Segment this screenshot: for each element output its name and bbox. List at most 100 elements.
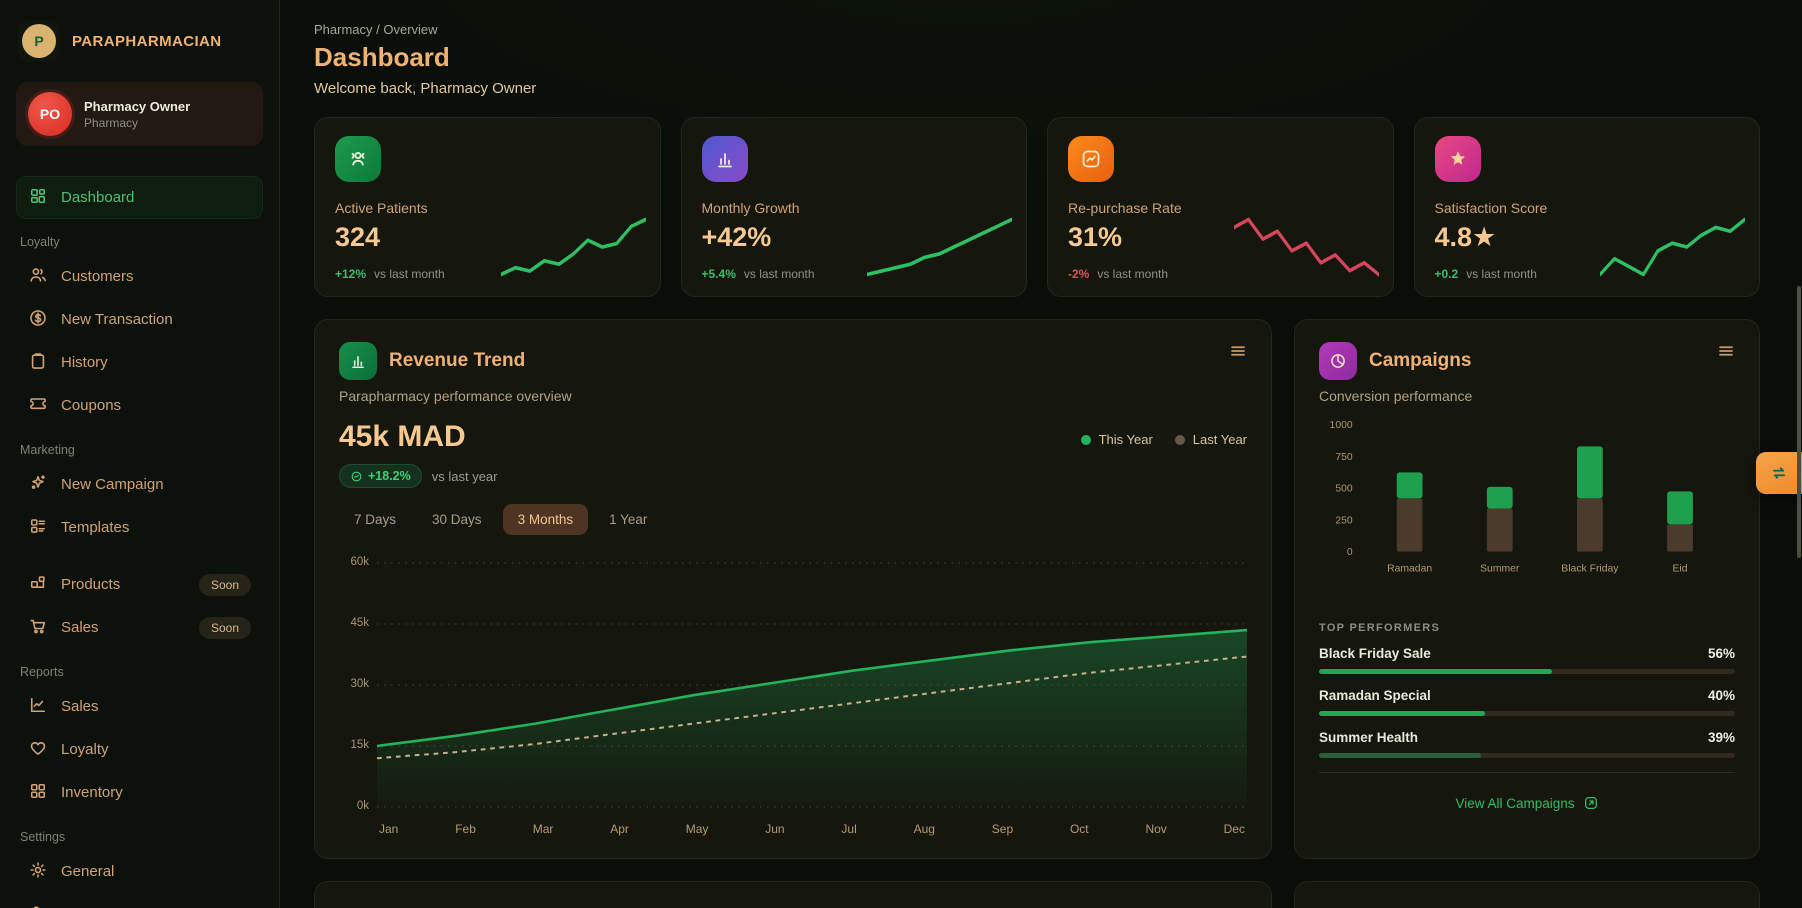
sidebar-item-label: Dashboard	[61, 189, 135, 206]
pie-chart-icon	[1319, 342, 1357, 380]
sparkle-icon	[28, 473, 48, 497]
performer-pct: 56%	[1707, 646, 1735, 661]
trend-up-icon	[1068, 136, 1114, 182]
legend-dot	[1174, 434, 1185, 445]
sidebar: P PARAPHARMACIAN PO Pharmacy Owner Pharm…	[0, 0, 280, 908]
patients-icon	[335, 136, 381, 182]
soon-badge: Soon	[198, 573, 251, 596]
tab-7-days[interactable]: 7 Days	[354, 512, 397, 527]
top-performers-label: TOP PERFORMERS	[1319, 622, 1441, 634]
performer-ramadan: Ramadan Special 40%	[1319, 688, 1735, 716]
sidebar-nav: Dashboard Loyalty Customers New Transact…	[16, 176, 263, 908]
templates-icon	[28, 516, 48, 540]
stats-row: Active Patients 324 +12% vs last month M…	[314, 117, 1760, 297]
performer-name: Ramadan Special	[1319, 688, 1431, 703]
sidebar-item-customers[interactable]: Customers	[16, 255, 263, 298]
dollar-icon	[28, 308, 48, 332]
stat-card-active-patients: Active Patients 324 +12% vs last month	[314, 117, 661, 297]
sidebar-item-label: New Campaign	[61, 476, 164, 493]
users-icon	[28, 265, 48, 289]
main-content: Pharmacy / Overview Dashboard Welcome ba…	[280, 0, 1802, 908]
svg-text:Ramadan: Ramadan	[1387, 563, 1432, 574]
stat-value: +42%	[701, 222, 772, 252]
view-all-campaigns-link[interactable]: View All Campaigns	[1319, 795, 1735, 811]
stat-card-satisfaction: Satisfaction Score 4.8★ +0.2 vs last mon…	[1413, 117, 1760, 297]
sidebar-item-products[interactable]: Products Soon	[16, 563, 263, 606]
svg-text:Eid: Eid	[1673, 563, 1688, 574]
sidebar-item-label: General	[61, 863, 115, 880]
sidebar-item-label: Staff	[61, 906, 92, 908]
sidebar-item-new-transaction[interactable]: New Transaction	[16, 298, 263, 341]
sidebar-item-dashboard[interactable]: Dashboard	[16, 176, 263, 219]
y-axis-labels: 60k 45k 30k 15k 0k	[350, 556, 369, 812]
progress-bar	[1319, 711, 1735, 716]
sidebar-item-templates[interactable]: Templates	[16, 506, 263, 549]
section-label-settings: Settings	[20, 830, 66, 844]
sidebar-item-coupons[interactable]: Coupons	[16, 384, 263, 427]
floating-chat-button[interactable]	[1756, 452, 1802, 494]
stat-caption: vs last month	[374, 267, 445, 281]
sidebar-item-label: Sales	[61, 698, 99, 715]
stat-delta: +5.4%	[701, 267, 736, 281]
sparkline-chart	[1600, 217, 1745, 277]
legend-label: This Year	[1098, 432, 1153, 447]
sparkline-chart	[1233, 217, 1379, 277]
divider	[1319, 772, 1735, 773]
legend-last-year: Last Year	[1174, 432, 1247, 447]
svg-text:750: 750	[1335, 452, 1353, 463]
app-name: PARAPHARMACIAN	[72, 32, 222, 50]
app-logo: P PARAPHARMACIAN	[18, 20, 261, 62]
stat-label: Monthly Growth	[701, 200, 800, 216]
sidebar-item-sales-marketing[interactable]: Sales Soon	[16, 606, 263, 649]
tab-1-year[interactable]: 1 Year	[609, 512, 648, 527]
stat-caption: vs last month	[743, 267, 815, 281]
chat-swap-icon	[1772, 467, 1786, 479]
legend-this-year: This Year	[1080, 432, 1153, 447]
performer-black-friday: Black Friday Sale 56%	[1319, 646, 1735, 674]
stat-value: 4.8★	[1434, 222, 1497, 252]
scrollbar-thumb[interactable]	[1797, 286, 1801, 558]
sidebar-item-new-campaign[interactable]: New Campaign	[16, 463, 263, 506]
stat-card-repurchase-rate: Re-purchase Rate 31% -2% vs last month	[1047, 117, 1394, 297]
sidebar-item-label: Coupons	[61, 397, 122, 414]
ticket-icon	[28, 394, 48, 418]
user-name: Pharmacy Owner	[84, 98, 191, 114]
sidebar-item-loyalty-report[interactable]: Loyalty	[16, 728, 263, 771]
section-label-loyalty: Loyalty	[20, 235, 60, 249]
user-card[interactable]: PO Pharmacy Owner Pharmacy	[16, 82, 263, 146]
revenue-subtitle: Parapharmacy performance overview	[339, 388, 572, 404]
heart-icon	[28, 738, 48, 762]
staff-icon	[28, 903, 48, 908]
sidebar-item-label: New Transaction	[61, 311, 173, 328]
stat-label: Satisfaction Score	[1434, 200, 1548, 216]
trend-badge-icon	[351, 471, 362, 481]
sparkline-chart	[867, 217, 1012, 277]
revenue-trend-panel: Revenue Trend Parapharmacy performance o…	[314, 319, 1272, 859]
sidebar-item-staff[interactable]: Staff	[16, 893, 263, 908]
revenue-chart: 60k 45k 30k 15k 0k Jan Feb Mar Apr May Jun Jul Aug S…	[339, 553, 1247, 836]
sidebar-item-history[interactable]: History	[16, 341, 263, 384]
revenue-line-chart	[377, 562, 1247, 808]
recent-transactions-panel: Recent Transactions Filter	[314, 881, 1272, 908]
sidebar-item-sales-report[interactable]: Sales	[16, 685, 263, 728]
performer-name: Summer Health	[1319, 730, 1419, 745]
svg-text:250: 250	[1335, 515, 1353, 526]
campaigns-title: Campaigns	[1369, 350, 1472, 371]
sidebar-item-inventory[interactable]: Inventory	[16, 771, 263, 814]
revenue-chart-icon	[339, 342, 377, 380]
campaigns-menu-icon[interactable]	[1717, 342, 1735, 365]
dashboard-grid-icon	[28, 186, 48, 210]
sidebar-item-general[interactable]: General	[16, 850, 263, 893]
soon-badge: Soon	[198, 616, 251, 639]
revenue-menu-icon[interactable]	[1229, 342, 1247, 365]
tab-3-months[interactable]: 3 Months	[502, 504, 589, 535]
campaigns-panel: Campaigns Conversion performance 1000 750…	[1294, 319, 1760, 859]
x-axis-labels: Jan Feb Mar Apr May Jun Jul Aug Sep Oct Nov Dec	[379, 822, 1245, 836]
revenue-title: Revenue Trend	[389, 350, 526, 371]
external-link-icon	[1584, 797, 1597, 809]
sidebar-item-label: Templates	[61, 519, 130, 536]
sidebar-item-label: Loyalty	[61, 741, 109, 758]
user-role: Pharmacy	[84, 115, 139, 130]
tab-30-days[interactable]: 30 Days	[432, 512, 482, 527]
